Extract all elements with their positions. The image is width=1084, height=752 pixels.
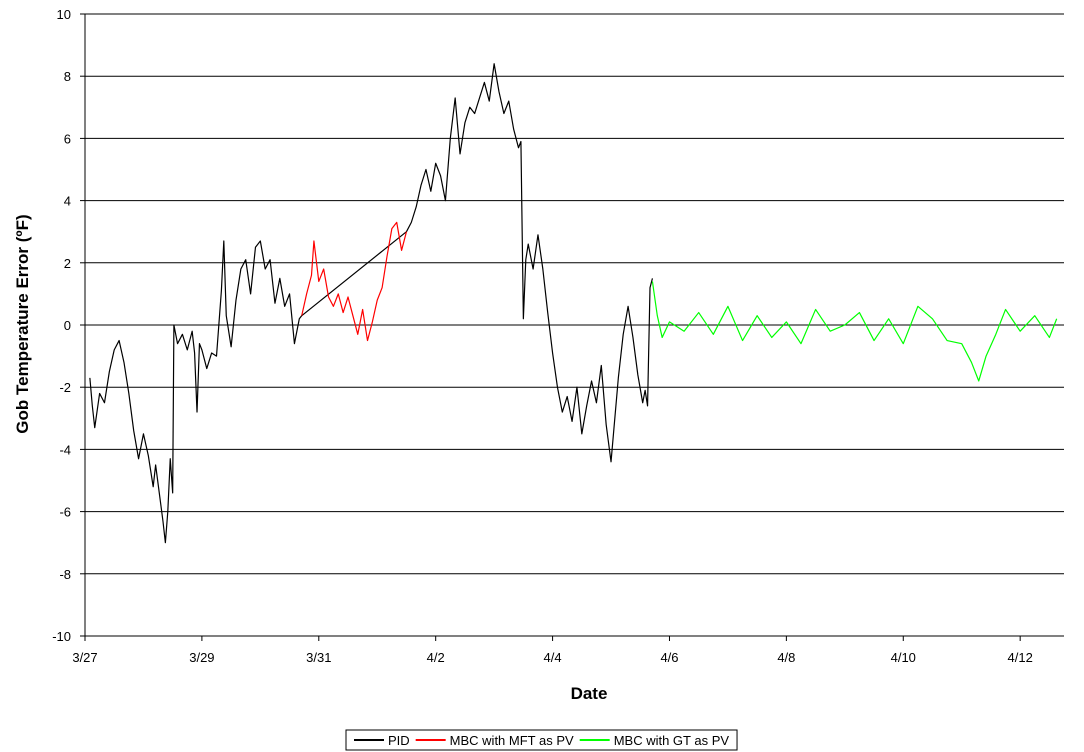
y-axis-title: Gob Temperature Error (ºF) bbox=[13, 214, 32, 433]
y-tick-label: -10 bbox=[52, 629, 71, 644]
legend-label-2: MBC with MFT as PV bbox=[450, 733, 574, 748]
y-tick-label: -4 bbox=[59, 442, 71, 457]
y-tick-label: 10 bbox=[57, 7, 71, 22]
y-tick-label: 0 bbox=[64, 318, 71, 333]
x-tick-label: 4/4 bbox=[544, 650, 562, 665]
x-axis-title: Date bbox=[571, 684, 608, 703]
gridlines bbox=[85, 13, 1064, 637]
x-tick-label: 4/2 bbox=[427, 650, 445, 665]
x-tick-label: 3/27 bbox=[72, 650, 97, 665]
legend-label-3: MBC with GT as PV bbox=[614, 733, 730, 748]
x-tick-label: 4/10 bbox=[891, 650, 916, 665]
axes bbox=[80, 13, 1064, 641]
x-tick-label: 3/31 bbox=[306, 650, 331, 665]
y-tick-labels: -10 -8 -6 -4 -2 0 2 4 6 8 10 bbox=[52, 7, 71, 644]
y-tick-label: -2 bbox=[59, 380, 71, 395]
series-line-1 bbox=[89, 63, 654, 544]
y-tick-label: 6 bbox=[64, 131, 71, 146]
y-tick-label: -8 bbox=[59, 567, 71, 582]
x-tick-label: 4/6 bbox=[660, 650, 678, 665]
legend-label-1: PID bbox=[388, 733, 410, 748]
y-tick-label: 4 bbox=[64, 194, 71, 209]
y-tick-label: 2 bbox=[64, 256, 71, 271]
y-tick-label: -6 bbox=[59, 505, 71, 520]
series-line-2 bbox=[301, 221, 408, 342]
x-tick-label: 4/12 bbox=[1008, 650, 1033, 665]
x-tick-labels: 3/27 3/29 3/31 4/2 4/4 4/6 4/8 4/10 4/12 bbox=[72, 650, 1032, 665]
x-tick-label: 3/29 bbox=[189, 650, 214, 665]
legend: PID MBC with MFT as PV MBC with GT as PV bbox=[345, 729, 738, 751]
series-line-3 bbox=[651, 281, 1058, 382]
legend-box bbox=[345, 729, 738, 751]
x-tick-label: 4/8 bbox=[777, 650, 795, 665]
series-lines bbox=[89, 63, 1058, 544]
y-tick-label: 8 bbox=[64, 69, 71, 84]
